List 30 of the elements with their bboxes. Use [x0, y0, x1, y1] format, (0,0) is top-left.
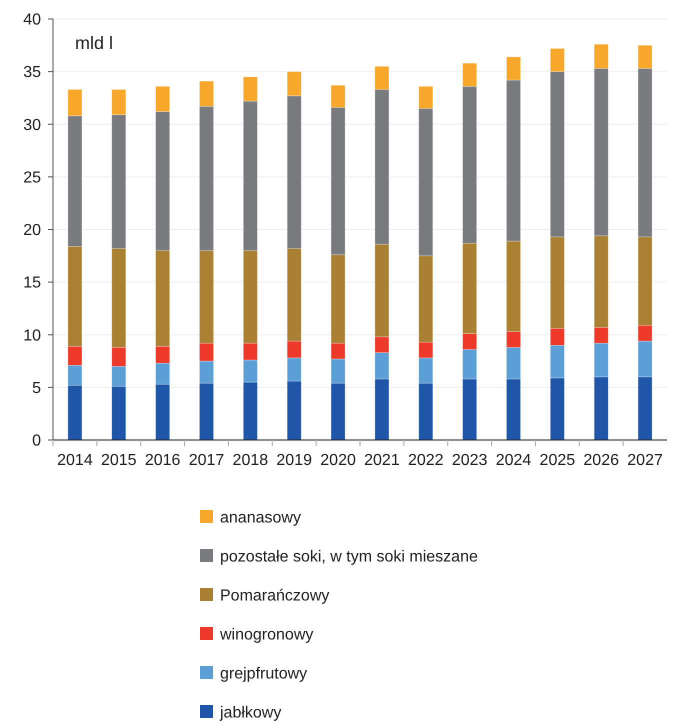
legend-label: ananasowy — [220, 510, 301, 527]
x-tick-label: 2017 — [188, 452, 224, 469]
y-axis-title: mld l — [75, 33, 114, 53]
legend-label: pozostałe soki, w tym soki mieszane — [220, 548, 478, 566]
x-tick-label: 2016 — [144, 452, 181, 469]
y-tick-label: 35 — [23, 64, 42, 82]
x-tick-label: 2025 — [540, 452, 576, 469]
x-tick-label: 2026 — [583, 452, 620, 469]
y-tick-label: 15 — [23, 274, 42, 292]
x-tick-label: 2020 — [320, 452, 356, 469]
y-tick-label: 20 — [23, 222, 42, 240]
y-tick-label: 25 — [23, 169, 42, 186]
x-tick-label: 2027 — [627, 452, 663, 469]
x-tick-label: 2019 — [276, 452, 312, 469]
y-tick-label: 30 — [23, 116, 42, 134]
x-tick-label: 2015 — [100, 452, 137, 469]
legend-label: grejpfrutowy — [220, 666, 308, 683]
x-tick-label: 2021 — [364, 452, 400, 469]
legend-label: winogronowy — [219, 626, 314, 644]
y-tick-label: 10 — [23, 327, 42, 344]
x-tick-label: 2024 — [496, 452, 532, 469]
legend-label: jabłkowy — [219, 704, 282, 721]
x-tick-label: 2014 — [57, 452, 93, 469]
x-tick-label: 2018 — [232, 452, 268, 469]
x-tick-label: 2023 — [452, 452, 488, 469]
legend-label: Pomarańczowy — [220, 588, 330, 605]
y-tick-label: 40 — [23, 12, 42, 29]
y-tick-label: 5 — [32, 380, 42, 397]
y-tick-label: 0 — [32, 432, 42, 450]
x-tick-label: 2022 — [408, 452, 444, 469]
